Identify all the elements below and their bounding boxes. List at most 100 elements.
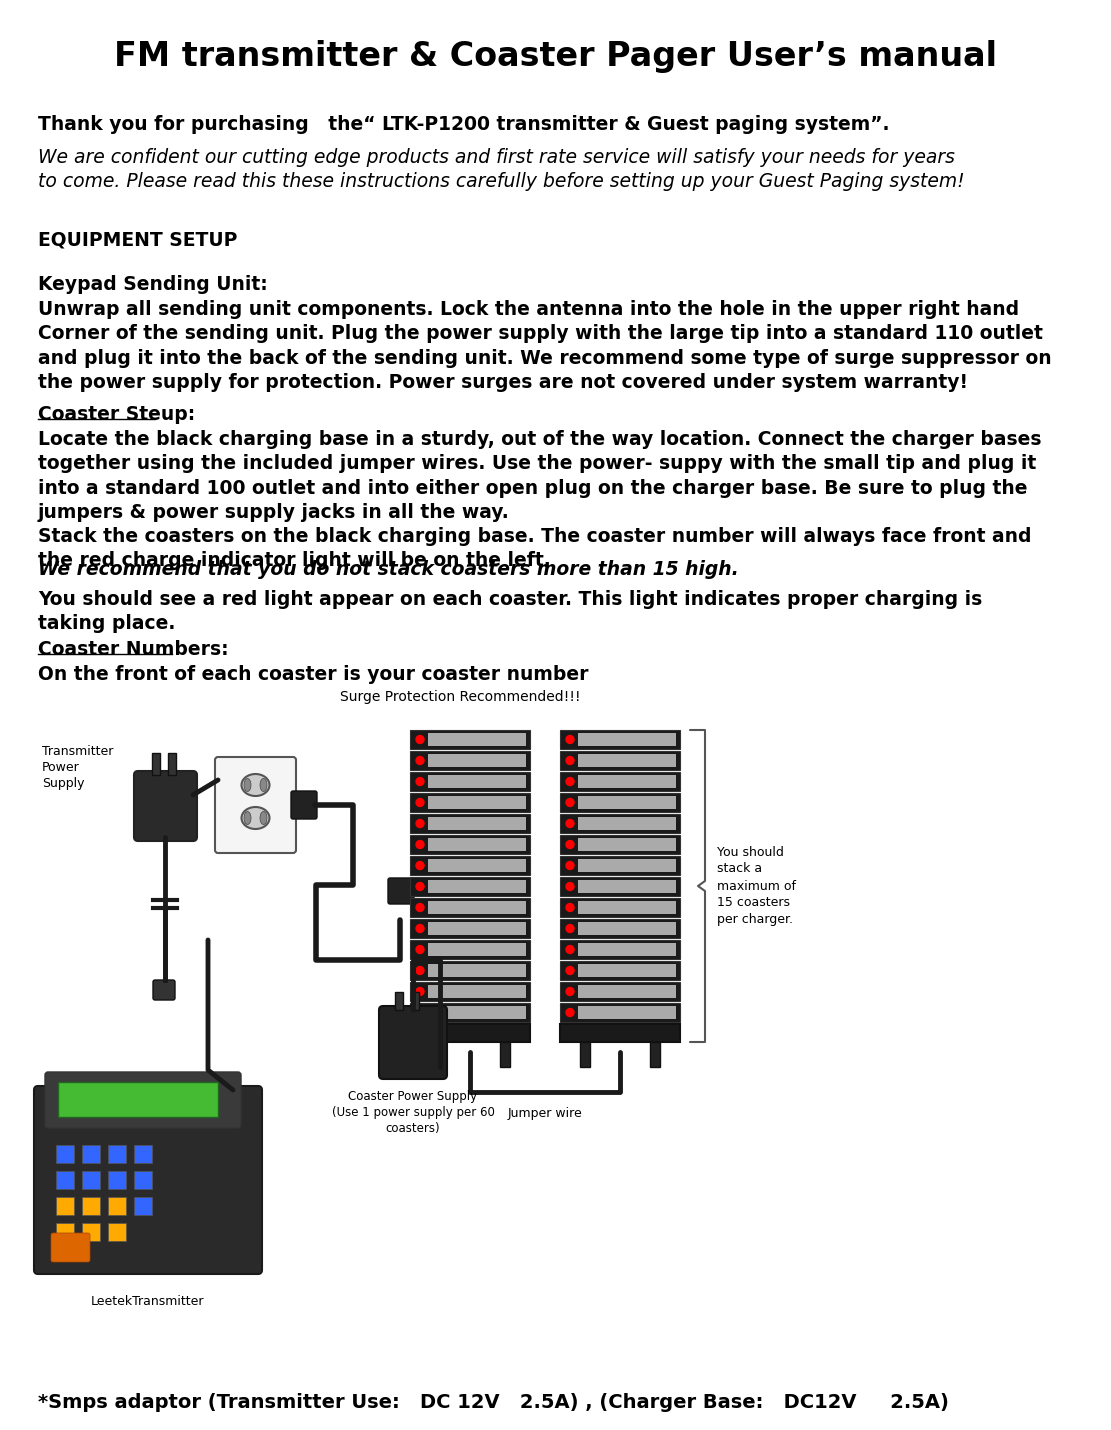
Circle shape — [416, 925, 424, 932]
Bar — [428, 985, 526, 998]
Bar — [82, 1171, 100, 1188]
Bar — [152, 754, 160, 775]
Bar — [578, 922, 675, 935]
Bar — [428, 838, 526, 851]
Circle shape — [565, 819, 574, 828]
Bar — [82, 1197, 100, 1215]
Circle shape — [416, 882, 424, 891]
Bar — [560, 751, 680, 769]
Bar — [578, 901, 675, 914]
Circle shape — [416, 1008, 424, 1017]
Bar — [411, 992, 419, 1010]
Ellipse shape — [244, 811, 251, 825]
Bar — [410, 1024, 530, 1042]
Bar — [56, 1223, 74, 1241]
Bar — [134, 1171, 152, 1188]
Bar — [560, 729, 680, 749]
Circle shape — [416, 904, 424, 911]
Circle shape — [416, 861, 424, 869]
Bar — [500, 1042, 510, 1067]
Bar — [428, 879, 526, 892]
Circle shape — [416, 756, 424, 765]
Circle shape — [565, 1008, 574, 1017]
Bar — [410, 961, 530, 980]
Text: Coaster Power Supply
(Use 1 power supply per 60
coasters): Coaster Power Supply (Use 1 power supply… — [331, 1090, 494, 1135]
Circle shape — [565, 778, 574, 785]
FancyBboxPatch shape — [379, 1005, 447, 1080]
Ellipse shape — [260, 778, 267, 791]
Bar — [410, 877, 530, 897]
Bar — [108, 1171, 126, 1188]
Bar — [56, 1145, 74, 1163]
Bar — [410, 751, 530, 769]
Bar — [428, 1005, 526, 1020]
FancyBboxPatch shape — [51, 1233, 90, 1263]
Text: You should
stack a
maximum of
15 coasters
per charger.: You should stack a maximum of 15 coaster… — [717, 845, 795, 927]
Text: Keypad Sending Unit:: Keypad Sending Unit: — [38, 275, 268, 295]
Bar — [168, 754, 176, 775]
Bar — [560, 772, 680, 791]
Text: You should see a red light appear on each coaster. This light indicates proper c: You should see a red light appear on eac… — [38, 591, 982, 633]
Circle shape — [565, 967, 574, 974]
Bar — [134, 1197, 152, 1215]
Circle shape — [416, 735, 424, 744]
Bar — [56, 1171, 74, 1188]
Circle shape — [565, 904, 574, 911]
Bar — [428, 964, 526, 977]
Bar — [560, 814, 680, 834]
Circle shape — [416, 988, 424, 995]
Bar — [428, 942, 526, 957]
Text: Locate the black charging base in a sturdy, out of the way location. Connect the: Locate the black charging base in a stur… — [38, 430, 1041, 571]
Text: Coaster Steup:: Coaster Steup: — [38, 405, 196, 425]
Circle shape — [416, 967, 424, 974]
Bar — [410, 835, 530, 854]
Bar — [428, 775, 526, 788]
Ellipse shape — [241, 774, 270, 797]
FancyBboxPatch shape — [34, 1085, 262, 1274]
Bar — [396, 992, 403, 1010]
Bar — [410, 857, 530, 875]
Bar — [560, 940, 680, 960]
Bar — [410, 940, 530, 960]
Bar — [578, 775, 675, 788]
Bar — [578, 964, 675, 977]
Bar — [578, 942, 675, 957]
Ellipse shape — [260, 811, 267, 825]
Bar — [428, 922, 526, 935]
Text: EQUIPMENT SETUP: EQUIPMENT SETUP — [38, 230, 238, 249]
Circle shape — [565, 988, 574, 995]
Circle shape — [565, 841, 574, 848]
Bar — [410, 919, 530, 938]
Bar — [650, 1042, 660, 1067]
Text: We are confident our cutting edge products and first rate service will satisfy y: We are confident our cutting edge produc… — [38, 147, 964, 192]
Bar — [560, 898, 680, 917]
Circle shape — [565, 756, 574, 765]
Circle shape — [416, 945, 424, 954]
Circle shape — [416, 778, 424, 785]
Bar — [578, 754, 675, 766]
Circle shape — [565, 945, 574, 954]
Bar — [108, 1223, 126, 1241]
Bar — [560, 961, 680, 980]
Bar — [82, 1145, 100, 1163]
Bar — [410, 898, 530, 917]
Bar — [410, 772, 530, 791]
Circle shape — [416, 798, 424, 807]
FancyBboxPatch shape — [153, 980, 176, 1000]
Text: We recommend that you do not stack coasters more than 15 high.: We recommend that you do not stack coast… — [38, 561, 739, 579]
Bar — [108, 1197, 126, 1215]
Bar — [134, 1145, 152, 1163]
Bar — [560, 857, 680, 875]
Text: Coaster Numbers:: Coaster Numbers: — [38, 641, 229, 659]
Bar — [56, 1197, 74, 1215]
Circle shape — [565, 735, 574, 744]
Bar — [578, 838, 675, 851]
FancyBboxPatch shape — [46, 1072, 241, 1128]
Text: FM transmitter & Coaster Pager User’s manual: FM transmitter & Coaster Pager User’s ma… — [114, 40, 997, 73]
Circle shape — [416, 841, 424, 848]
Bar — [410, 729, 530, 749]
Bar — [428, 901, 526, 914]
Bar — [578, 985, 675, 998]
Bar — [560, 919, 680, 938]
Bar — [58, 1083, 218, 1117]
